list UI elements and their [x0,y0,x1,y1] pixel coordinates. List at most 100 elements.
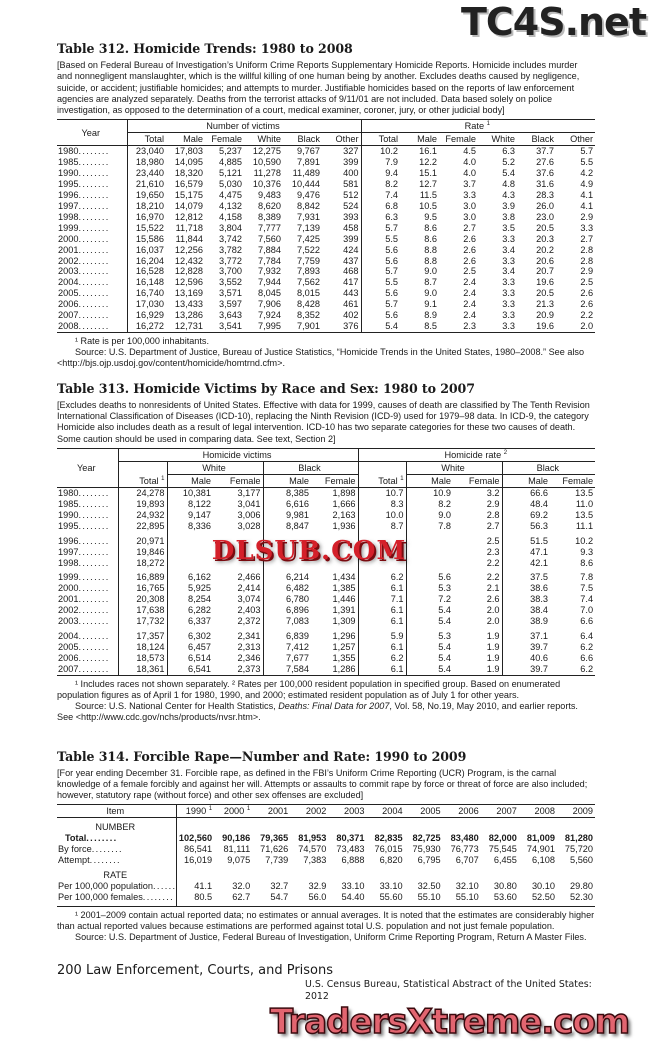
value-cell: 69.2 [530,509,549,520]
year-cell: 1996 [57,531,119,547]
year-cell: 1997 [57,546,119,558]
number-section-label: NUMBER [57,817,177,834]
value-cell: 2.4 [463,277,477,288]
value-cell: 10,381 [182,488,211,499]
table-312-title: Table 312. Homicide Trends: 1980 to 2008 [57,41,353,56]
source: Source: U.S. Department of Justice, Bure… [57,346,585,368]
col-black-male: Male [263,474,311,489]
value-cell: 20.9 [536,310,555,321]
value-cell: 40.6 [530,652,549,663]
value-cell: 5.6 [385,244,399,255]
year-cell: 2000 [57,233,128,245]
value-cell: 5,925 [188,583,211,594]
value-cell: 16,148 [135,277,164,288]
value-cell [213,531,264,547]
row-label: Per 100,000 females [57,891,177,907]
publication-credit: U.S. Census Bureau, Statistical Abstract… [305,978,592,1002]
col-rate-black-female: Female [550,474,596,489]
value-cell: 4.2 [580,168,594,179]
col-black: Black [283,132,322,147]
col-item: Item [57,804,177,819]
value-cell: 5.3 [438,630,452,641]
value-cell: 6,302 [188,630,211,641]
value-cell: 26.0 [536,201,555,212]
value-cell: 12,731 [174,320,203,331]
value-cell: 2.8 [580,244,594,255]
col-year-2004: 2004 [366,804,405,819]
value-cell: 8,352 [297,310,320,321]
value-cell: 8,842 [297,201,320,212]
blank-cell [176,818,214,833]
value-cell: 3,028 [213,520,264,532]
value-cell: 7.8 [580,572,594,583]
value-cell: 37.1 [530,630,549,641]
value-cell [311,531,359,547]
value-cell: 18,361 [118,663,168,676]
value-cell: 37.5 [530,572,549,583]
blank-cell [443,866,481,881]
value-cell: 18,272 [118,557,168,569]
rate-footnote-marker: 2 [503,450,508,457]
value-cell: 4.0 [463,157,477,168]
table-row: By force 86,541 81,111 71,626 74,570 73,483 76… [57,844,595,856]
rate-footnote-marker: 1 [486,121,490,128]
year-label: 2000 [223,806,245,817]
value-cell: 5.4 [438,652,452,663]
value-cell: 30.80 [493,881,517,891]
value-cell: 1,936 [311,520,359,532]
value-cell: 18,124 [118,641,168,653]
value-cell [311,557,359,569]
value-cell: 6,514 [188,652,211,663]
value-cell: 5,237 [219,146,242,157]
value-cell: 8,015 [297,288,320,299]
value-cell [213,557,264,569]
year-cell: 1990 [57,509,119,521]
year-cell: 1996 [57,190,128,202]
value-cell: 8.6 [424,233,438,244]
col-year-2007: 2007 [480,804,519,819]
value-cell: 458 [322,222,362,234]
row-label: Per 100,000 population [57,881,177,892]
col-other: Other [556,132,596,147]
value-cell: 3.2 [453,487,503,499]
value-cell: 6,839 [286,630,309,641]
value-cell: 66.6 [530,488,549,499]
value-cell: 41.1 [194,881,213,891]
value-cell: 22,895 [118,520,168,532]
value-cell: 17,357 [118,626,168,642]
value-cell: 32.10 [455,881,479,891]
col-year-2005: 2005 [404,804,443,819]
col-year-2009: 2009 [556,804,596,819]
value-cell: 4,158 [219,211,242,222]
value-cell: 6,780 [286,594,309,605]
blank-cell [519,818,557,833]
value-cell: 1.9 [453,626,503,642]
value-cell: 2.8 [453,509,503,521]
value-cell: 2.6 [463,255,477,266]
source-text: , Vol. 58, No.19, May 2010, and earlier … [57,700,578,722]
value-cell: 4.3 [502,190,516,201]
value-cell: 52.30 [570,891,594,902]
value-cell: 12,275 [252,146,281,157]
value-cell: 8.9 [424,310,438,321]
value-cell: 7,995 [258,320,281,331]
value-cell: 9.4 [385,168,399,179]
value-cell: 5.4 [438,663,452,674]
value-cell: 55.10 [417,891,441,902]
col-year-2002: 2002 [290,804,329,819]
value-cell: 13.5 [575,509,594,520]
value-cell: 5.9 [358,626,407,642]
footnote: ¹ Rate is per 100,000 inhabitants. [75,335,209,346]
value-cell: 6.2 [358,568,407,584]
value-cell: 38.3 [530,594,549,605]
table-312-notes: ¹ Rate is per 100,000 inhabitants. Sourc… [57,336,595,369]
value-cell: 2.4 [463,288,477,299]
value-cell: 5.7 [385,222,399,233]
table-row: Per 100,000 population 41.1 32.0 32.7 32.9 33… [57,881,595,892]
year-label: 2002 [305,806,327,817]
